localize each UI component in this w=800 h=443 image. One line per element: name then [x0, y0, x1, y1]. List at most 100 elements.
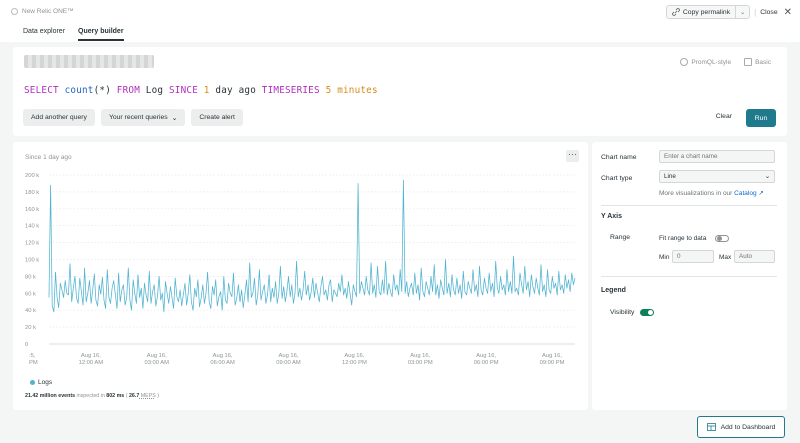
chevron-down-icon: ⌄	[171, 114, 178, 122]
x-tick-label: 06:00 PM	[474, 360, 499, 366]
chart-menu-button[interactable]: ···	[566, 150, 579, 162]
more-viz-text: More visualizations in our	[659, 190, 735, 197]
basic-label: Basic	[755, 58, 771, 66]
brand-label: New Relic ONE™	[22, 8, 74, 15]
x-tick-label: 09:00 PM	[540, 360, 565, 366]
query-duration: 802 ms	[106, 393, 125, 399]
meps-value: 26.7	[128, 393, 140, 399]
basic-icon	[744, 58, 753, 66]
max-input[interactable]	[734, 250, 775, 263]
nrql-token: (*)	[93, 85, 117, 96]
max-label: Max	[719, 254, 732, 261]
nrql-token: 5	[325, 85, 338, 96]
y-tick-label: 0	[25, 342, 28, 348]
y-tick-label: 40 k	[25, 308, 36, 314]
x-tick-label: 12:00 PM	[342, 360, 367, 366]
series-line-logs	[48, 179, 576, 313]
events-count: 21.42 million events	[25, 393, 76, 399]
top-actions: Copy permalink ⌄ | Close ✕	[665, 5, 792, 19]
promql-mode-button[interactable]: PromQL-style	[680, 58, 731, 66]
recent-queries-label: Your recent queries	[108, 114, 168, 121]
nrql-token: day ago	[215, 85, 262, 96]
nrql-token: Log	[145, 85, 169, 96]
x-tick-label: PM	[29, 360, 38, 366]
link-icon	[672, 8, 680, 16]
tab-bar: Data explorer Query builder	[23, 28, 124, 41]
basic-mode-button[interactable]: Basic	[744, 58, 771, 66]
nrql-token: 1	[203, 85, 216, 96]
x-tick-label: 12:00 AM	[79, 360, 104, 366]
top-bar: New Relic ONE™ Copy permalink ⌄ | Close …	[0, 0, 800, 42]
legend-label: Logs	[38, 379, 53, 386]
inspected-in-text: inspected in	[75, 393, 107, 399]
y-tick-label: 80 k	[25, 274, 36, 280]
close-label[interactable]: Close	[760, 8, 778, 16]
y-tick-label: 20 k	[25, 325, 36, 331]
nrql-query-editor[interactable]: SELECT count(*) FROM Log SINCE 1 day ago…	[24, 85, 378, 96]
separator: |	[754, 7, 757, 17]
more-visualizations: More visualizations in our Catalog ↗	[659, 189, 764, 197]
recent-queries-button[interactable]: Your recent queries ⌄	[100, 109, 186, 126]
promql-icon	[680, 58, 689, 66]
nrql-token: count	[64, 85, 94, 96]
fit-range-label: Fit range to data	[659, 235, 707, 242]
chart-type-value: Line	[664, 173, 676, 180]
chart-name-input[interactable]	[659, 150, 775, 163]
x-tick-label: 03:00 PM	[408, 360, 433, 366]
paren-close: )	[155, 393, 160, 399]
new-relic-logo-icon	[11, 8, 18, 15]
tab-query-builder[interactable]: Query builder	[78, 28, 124, 41]
y-axis-section-title: Y Axis	[601, 213, 623, 220]
chart-subtitle: Since 1 day ago	[25, 154, 72, 161]
min-label: Min	[659, 254, 670, 261]
create-alert-button[interactable]: Create alert	[191, 109, 243, 126]
close-icon[interactable]: ✕	[783, 6, 792, 18]
promql-label: PromQL-style	[691, 58, 732, 66]
add-to-dashboard-button[interactable]: Add to Dashboard	[697, 416, 785, 438]
nrql-token: SELECT	[24, 85, 65, 96]
line-chart: 200 k 180 k 160 k 140 k 120 k 100 k 80 k 60 k 40…	[25, 173, 576, 366]
nrql-token: FROM	[116, 85, 146, 96]
inspection-stats: 21.42 million events inspected in 802 ms…	[25, 393, 159, 399]
x-tick-label: Aug 16,	[213, 353, 233, 359]
add-another-query-button[interactable]: Add another query	[23, 109, 95, 126]
clear-button[interactable]: Clear	[715, 113, 732, 120]
chevron-down-icon[interactable]: ⌄	[740, 9, 746, 16]
query-panel: PromQL-style Basic SELECT count(*) FROM …	[13, 47, 787, 136]
min-input[interactable]	[672, 250, 714, 263]
account-selector[interactable]	[24, 55, 154, 68]
range-label: Range	[610, 234, 631, 241]
y-tick-label: 120 k	[25, 241, 39, 247]
external-link-icon: ↗	[758, 190, 764, 197]
x-tick-label: Aug 16,	[147, 353, 167, 359]
y-tick-label: 100 k	[25, 258, 39, 264]
brand: New Relic ONE™	[11, 8, 74, 15]
x-tick-label: Aug 16,	[279, 353, 299, 359]
dashboard-icon	[706, 423, 716, 431]
tab-data-explorer[interactable]: Data explorer	[23, 28, 66, 35]
fit-range-toggle[interactable]	[715, 235, 729, 242]
visibility-label: Visibility	[610, 309, 635, 316]
visibility-toggle[interactable]	[640, 309, 654, 316]
y-tick-label: 160 k	[25, 207, 39, 213]
copy-permalink-button[interactable]: Copy permalink ⌄	[665, 5, 751, 19]
nrql-token: SINCE	[169, 85, 204, 96]
x-tick-label: :5,	[29, 353, 36, 359]
x-tick-label: Aug 16,	[476, 353, 496, 359]
nrql-token: minutes	[337, 85, 378, 96]
copy-permalink-main[interactable]: Copy permalink	[667, 6, 737, 18]
legend-swatch	[30, 380, 35, 385]
catalog-link[interactable]: Catalog	[734, 190, 757, 197]
x-tick-label: Aug 16,	[344, 353, 364, 359]
run-button[interactable]: Run	[746, 109, 776, 127]
chart-settings-panel: Chart name Chart type Line ⌄ More visual…	[592, 142, 787, 410]
x-tick-label: Aug 16,	[81, 353, 101, 359]
chart-legend[interactable]: Logs	[30, 379, 52, 386]
divider	[601, 205, 777, 206]
y-tick-label: 140 k	[25, 224, 39, 230]
x-tick-label: Aug 16,	[542, 353, 562, 359]
chart-panel: Since 1 day ago ··· 200 k 180 k 160 k 140 k…	[13, 142, 588, 410]
copy-permalink-label: Copy permalink	[682, 8, 731, 16]
chart-type-select[interactable]: Line ⌄	[659, 170, 775, 183]
x-tick-label: 06:00 AM	[210, 360, 235, 366]
